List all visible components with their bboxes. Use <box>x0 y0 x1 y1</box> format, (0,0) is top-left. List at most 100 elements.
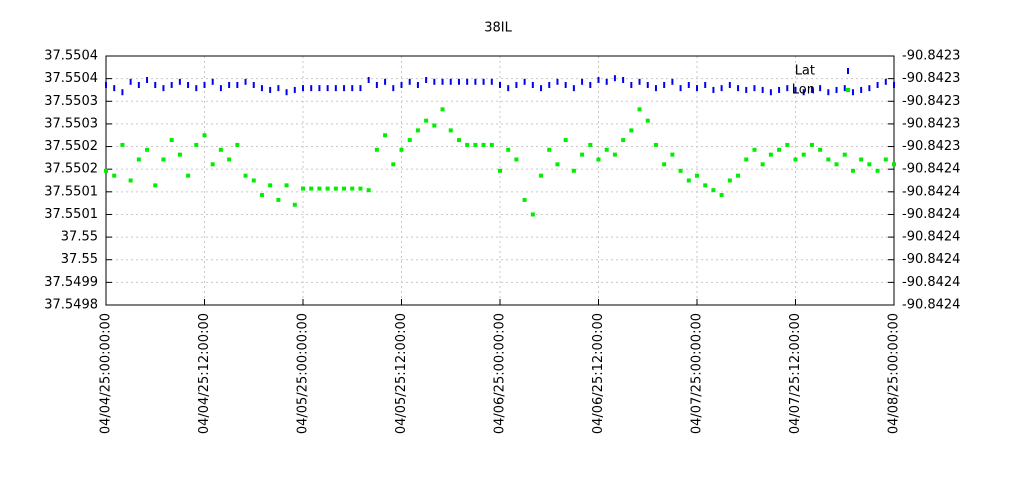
point <box>302 85 304 92</box>
point <box>121 89 124 96</box>
point <box>301 186 305 191</box>
point <box>653 142 658 147</box>
point <box>268 183 273 188</box>
point <box>448 128 453 133</box>
point <box>276 197 281 202</box>
point <box>809 142 814 147</box>
point <box>860 86 863 93</box>
point <box>819 85 822 92</box>
point <box>112 173 117 178</box>
point <box>720 85 723 92</box>
point <box>277 85 280 92</box>
point <box>367 76 370 83</box>
point <box>120 142 125 147</box>
point <box>154 81 157 88</box>
y-tick-label: 37.55 <box>61 230 98 245</box>
point <box>572 85 575 92</box>
point <box>169 138 174 143</box>
point <box>556 78 559 85</box>
y-tick-label: 37.5503 <box>44 116 98 131</box>
point <box>555 162 560 167</box>
point <box>596 157 601 162</box>
x-tick-label: 04/06/25:12:00:00 <box>591 313 606 434</box>
point <box>719 193 724 198</box>
point <box>252 81 255 88</box>
point <box>645 118 650 123</box>
point <box>326 85 329 92</box>
legend-label: Lon <box>792 83 815 98</box>
point <box>522 197 527 202</box>
point <box>760 162 765 167</box>
point <box>374 147 379 152</box>
point <box>358 186 363 191</box>
y2-tick-label: -90.8424 <box>902 275 960 290</box>
point <box>153 183 158 188</box>
point <box>859 157 864 162</box>
point <box>753 85 756 92</box>
point <box>802 89 805 96</box>
y-tick-label: 37.5501 <box>44 184 98 199</box>
x-tick-label: 04/07/25:00:00:00 <box>690 313 705 434</box>
y-tick-label: 37.55 <box>61 252 98 267</box>
point <box>424 118 429 123</box>
point <box>325 186 330 191</box>
y-tick-label: 37.5502 <box>44 162 98 177</box>
point <box>408 78 411 85</box>
point <box>383 133 388 138</box>
point <box>786 85 789 92</box>
point <box>433 78 436 85</box>
y-tick-label: 37.5504 <box>44 49 98 64</box>
y2-tick-label: -90.8423 <box>902 116 960 131</box>
point <box>827 89 830 96</box>
point <box>842 152 847 157</box>
point <box>507 85 510 92</box>
point <box>704 81 707 88</box>
point <box>630 81 633 88</box>
point <box>482 78 485 85</box>
point <box>761 86 764 93</box>
point <box>818 147 823 152</box>
point <box>868 85 871 92</box>
x-tick-label: 04/07/25:12:00:00 <box>788 313 803 434</box>
point <box>162 85 165 92</box>
x-tick-label: 04/08/25:00:00:00 <box>887 313 902 434</box>
point <box>613 75 616 82</box>
point <box>588 142 593 147</box>
point <box>202 133 207 138</box>
point <box>317 186 322 191</box>
point <box>851 89 854 96</box>
point <box>637 107 642 112</box>
point <box>489 142 494 147</box>
point <box>129 78 132 85</box>
point <box>605 78 608 85</box>
point <box>416 81 419 88</box>
point <box>744 157 749 162</box>
point <box>539 173 544 178</box>
chart-title: 38IL <box>484 21 512 36</box>
point <box>622 76 625 83</box>
y2-tick-label: -90.8424 <box>902 184 960 199</box>
point <box>835 86 838 93</box>
point <box>473 142 478 147</box>
point <box>810 86 813 93</box>
y-tick-label: 37.5501 <box>44 207 98 222</box>
legend-label: Lat <box>795 64 815 79</box>
point <box>654 85 657 92</box>
point <box>146 76 149 83</box>
point <box>571 168 576 173</box>
point <box>465 142 470 147</box>
point <box>737 85 740 92</box>
point <box>334 85 337 92</box>
y2-tick-label: -90.8423 <box>902 71 960 86</box>
point <box>778 86 781 93</box>
point <box>506 147 511 152</box>
point <box>638 78 641 85</box>
point <box>187 81 190 88</box>
point <box>883 157 888 162</box>
point <box>425 76 428 83</box>
point <box>456 138 461 143</box>
point <box>679 85 682 92</box>
point <box>785 142 790 147</box>
